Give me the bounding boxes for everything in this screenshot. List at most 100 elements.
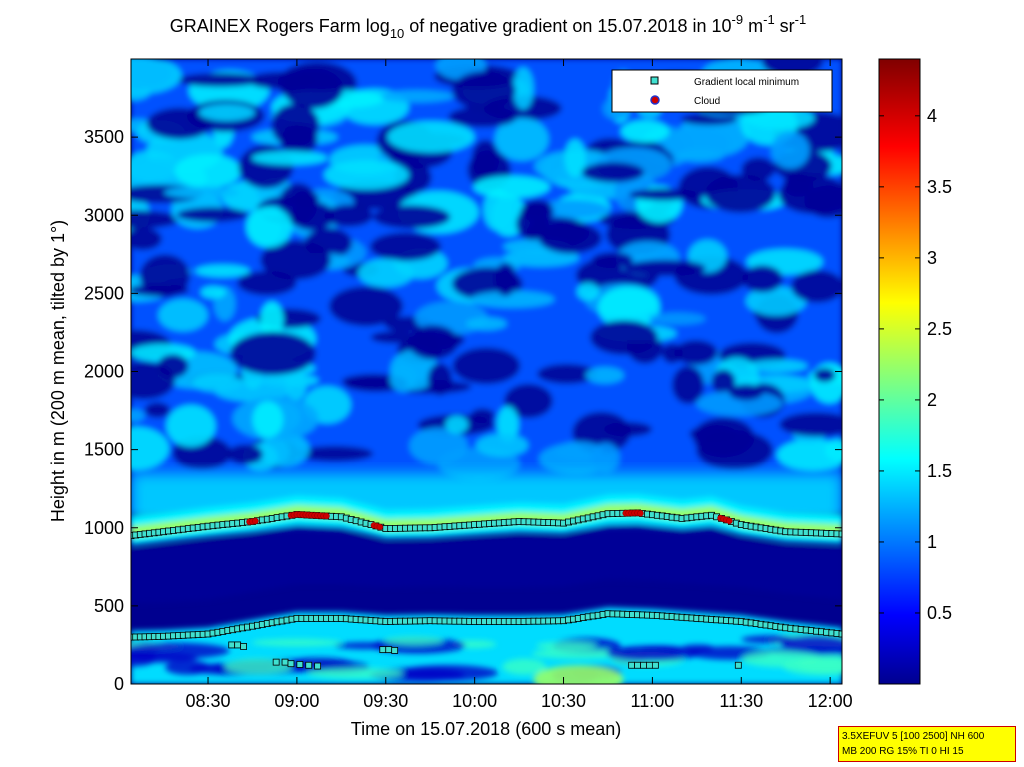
colorbar-tick-label: 4 bbox=[927, 106, 937, 126]
gradient-minimum-marker bbox=[305, 661, 313, 669]
heatmap-patch bbox=[131, 408, 145, 423]
heatmap-patch bbox=[158, 299, 208, 332]
heatmap-patch bbox=[470, 290, 555, 308]
free-troposphere-texture bbox=[131, 59, 842, 513]
cloud-marker bbox=[252, 517, 259, 525]
gradient-minimum-marker bbox=[314, 662, 322, 670]
heatmap-patch bbox=[358, 258, 414, 288]
gradient-minimum-marker bbox=[281, 658, 289, 666]
heatmap-patch bbox=[623, 259, 706, 277]
heatmap-patch bbox=[163, 186, 239, 199]
heatmap-patch bbox=[814, 368, 836, 383]
heatmap-patch bbox=[387, 121, 475, 153]
colorbar-tick-label: 0.5 bbox=[927, 603, 952, 623]
heatmap-patch bbox=[516, 208, 549, 240]
info-line: 3.5XEFUV 5 [100 2500] NH 600 bbox=[842, 731, 985, 742]
gradient-minimum-marker bbox=[628, 661, 636, 669]
heatmap-patch bbox=[672, 365, 705, 404]
gradient-minimum-marker bbox=[651, 661, 659, 669]
heatmap-patch bbox=[370, 232, 441, 261]
legend-label: Gradient local minimum bbox=[694, 77, 799, 88]
heatmap-patch bbox=[620, 120, 670, 143]
heatmap-patch bbox=[590, 320, 658, 355]
colorbar-ticks: 0.5 1 1.5 2 2.5 3 3.5 4 bbox=[879, 106, 952, 623]
gradient-minimum-marker bbox=[838, 630, 842, 638]
heatmap-patch bbox=[260, 301, 284, 338]
heatmap-patch bbox=[131, 361, 176, 400]
heatmap-patch bbox=[791, 270, 842, 303]
surface-patch bbox=[308, 667, 404, 679]
heatmap-patch bbox=[705, 174, 776, 213]
heatmap-patch bbox=[227, 444, 263, 465]
heatmap-patch bbox=[598, 286, 660, 329]
x-axis-label: Time on 15.07.2018 (600 s mean) bbox=[351, 719, 622, 739]
heatmap-patch bbox=[778, 175, 842, 214]
surface-patch bbox=[533, 665, 624, 684]
gradient-minimum-marker bbox=[379, 646, 387, 654]
gradient-minimum-marker bbox=[838, 530, 842, 538]
heatmap-patch bbox=[585, 367, 625, 384]
gradient-minimum-marker bbox=[391, 647, 399, 654]
heatmap-patch bbox=[512, 67, 534, 110]
surface-patch bbox=[742, 651, 823, 668]
heatmap bbox=[131, 59, 842, 684]
colorbar-tick-label: 3.5 bbox=[927, 177, 952, 197]
heatmap-patch bbox=[198, 104, 255, 121]
dark-band bbox=[131, 527, 842, 603]
heatmap-patch bbox=[770, 131, 810, 169]
x-tick-label: 10:30 bbox=[541, 691, 586, 711]
surface-patch bbox=[131, 653, 198, 663]
heatmap-patch bbox=[370, 331, 417, 344]
y-tick-label: 2000 bbox=[84, 362, 124, 382]
gradient-minimum-marker bbox=[240, 643, 247, 650]
gradient-minimum-marker bbox=[385, 646, 393, 654]
gradient-minimum-marker bbox=[296, 661, 304, 668]
heatmap-patch bbox=[674, 340, 718, 365]
heatmap-patch bbox=[324, 160, 409, 190]
surface-patch bbox=[531, 648, 625, 659]
heatmap-patch bbox=[591, 442, 620, 473]
heatmap-patch bbox=[252, 401, 284, 438]
y-tick-label: 0 bbox=[114, 674, 124, 694]
heatmap-patch bbox=[675, 149, 724, 163]
y-tick-label: 3000 bbox=[84, 205, 124, 225]
heatmap-patch bbox=[745, 286, 807, 316]
heatmap-patch bbox=[324, 204, 373, 227]
x-tick-label: 11:00 bbox=[631, 691, 675, 711]
heatmap-patch bbox=[380, 90, 455, 103]
heatmap-patch bbox=[494, 117, 549, 161]
heatmap-patch bbox=[409, 427, 468, 465]
heatmap-patch bbox=[741, 157, 776, 182]
y-axis: 0 500 1000 1500 2000 2500 3000 3500 bbox=[84, 127, 842, 694]
surface-patch bbox=[334, 642, 394, 650]
heatmap-patch bbox=[214, 378, 292, 402]
chart-title: GRAINEX Rogers Farm log10 of negative gr… bbox=[170, 12, 806, 41]
legend-marker-square bbox=[650, 76, 659, 85]
heatmap-patch bbox=[471, 139, 499, 178]
heatmap-patch bbox=[195, 264, 250, 278]
x-tick-label: 09:30 bbox=[363, 691, 408, 711]
heatmap-patch bbox=[200, 286, 226, 299]
heatmap-patch bbox=[131, 426, 169, 470]
gradient-minimum-marker bbox=[234, 641, 242, 649]
heatmap-patch bbox=[649, 312, 706, 325]
surface-patch bbox=[780, 635, 842, 652]
surface-patch bbox=[606, 645, 700, 661]
heatmap-patch bbox=[497, 406, 519, 443]
colorbar-tick-label: 3 bbox=[927, 248, 937, 268]
gradient-minimum-marker bbox=[228, 641, 236, 649]
heatmap-patch bbox=[452, 71, 516, 111]
heatmap-patch bbox=[538, 222, 602, 254]
x-tick-label: 11:30 bbox=[719, 691, 763, 711]
cloud-marker bbox=[376, 523, 384, 531]
y-tick-label: 1500 bbox=[84, 440, 124, 460]
heatmap-patch bbox=[746, 359, 808, 373]
surface-patch bbox=[251, 638, 342, 647]
heatmap-patch bbox=[742, 265, 783, 293]
heatmap-patch bbox=[251, 150, 328, 166]
heatmap-patch bbox=[174, 154, 241, 188]
heatmap-patch bbox=[824, 439, 842, 461]
surface-texture bbox=[131, 633, 842, 684]
heatmap-patch bbox=[131, 210, 180, 229]
gradient-minimum-marker bbox=[640, 661, 647, 669]
